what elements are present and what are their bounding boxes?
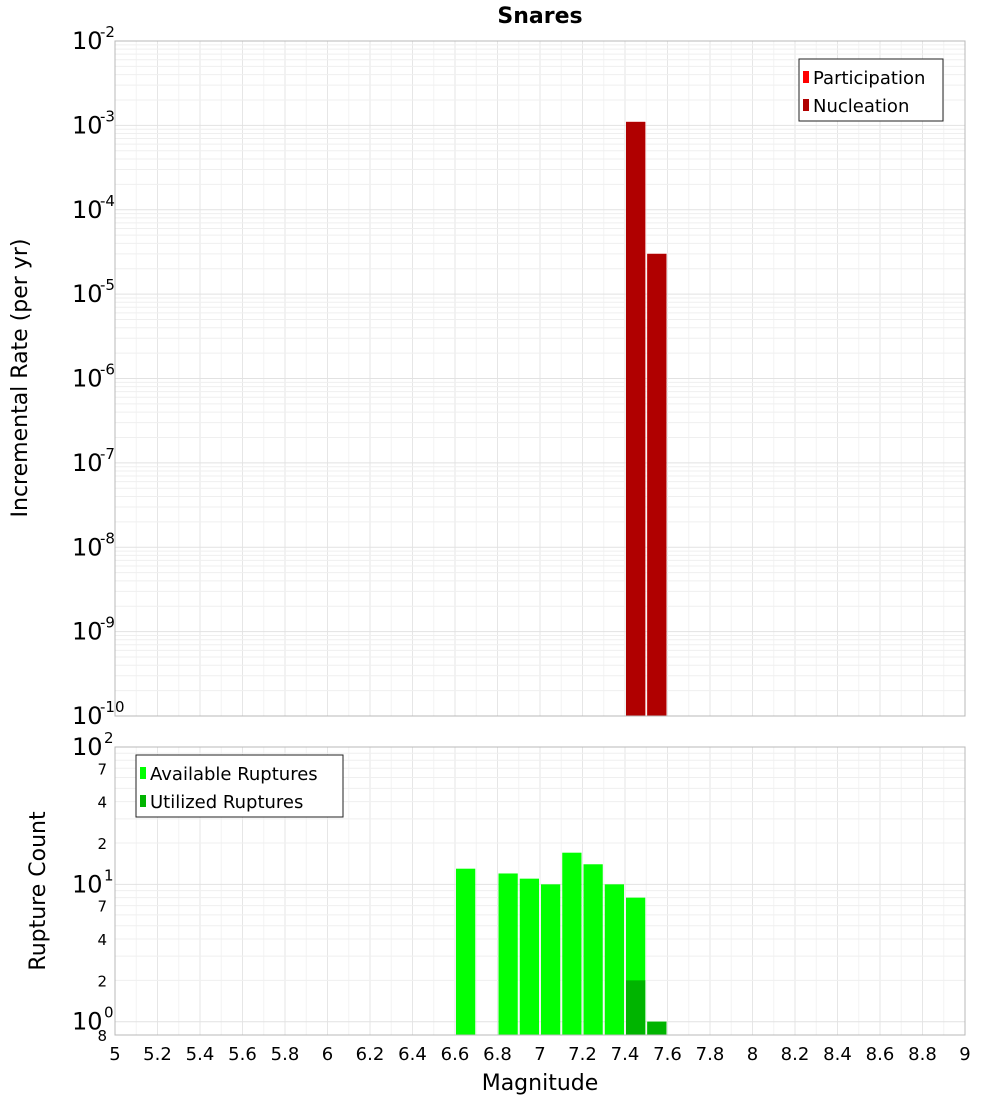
y-tick-label: 10 <box>72 449 103 477</box>
legend-swatch <box>803 99 809 111</box>
chart-title: Snares <box>497 4 582 29</box>
y-tick-exponent: -3 <box>100 107 115 125</box>
x-tick-label: 8 <box>747 1044 758 1065</box>
x-tick-label: 7 <box>534 1044 545 1065</box>
top-plot-bars <box>626 121 667 716</box>
x-tick-labels: 5 5.2 5.4 5.6 5.8 6 6.2 6.4 6.6 6.8 7 7.2 7.4 7.6 7.8 8… <box>109 1044 970 1065</box>
y-tick-label: 10 <box>72 702 103 730</box>
top-plot-frame <box>114 40 966 717</box>
y-tick-exponent: 2 <box>104 729 114 747</box>
y-tick-exponent: 1 <box>104 866 114 884</box>
y-tick-exponent: -2 <box>100 23 115 41</box>
x-tick-label: 8.6 <box>866 1044 895 1065</box>
legend-swatch <box>803 71 809 83</box>
y-tick-exponent: -4 <box>100 192 115 210</box>
y-tick-label: 10 <box>72 196 103 224</box>
legend-entry: Available Ruptures <box>150 764 318 785</box>
y-tick-label: 10 <box>72 280 103 308</box>
top-y-tick-labels: 10-210-310-410-510-610-710-810-910-10 <box>72 23 125 730</box>
legend-entry: Participation <box>813 68 925 89</box>
x-tick-label: 6.2 <box>356 1044 385 1065</box>
x-tick-label: 8.4 <box>823 1044 852 1065</box>
legend-entry: Nucleation <box>813 96 909 117</box>
y-tick-label: 10 <box>72 365 103 393</box>
x-tick-label: 5 <box>109 1044 120 1065</box>
y-tick-exponent: -8 <box>100 529 115 547</box>
x-tick-label: 6.8 <box>483 1044 512 1065</box>
top-y-axis-label: Incremental Rate (per yr) <box>8 239 33 518</box>
bar-available-ruptures <box>604 884 624 1035</box>
plot-frames <box>114 40 966 1036</box>
y-tick-label: 2 <box>97 835 107 853</box>
x-tick-label: 8.8 <box>908 1044 937 1065</box>
bar-available-ruptures <box>498 873 518 1035</box>
y-tick-exponent: -5 <box>100 276 115 294</box>
y-tick-label: 10 <box>72 618 103 646</box>
bottom-y-axis-label: Rupture Count <box>26 811 51 971</box>
y-tick-label: 10 <box>72 533 103 561</box>
x-tick-label: 9 <box>959 1044 970 1065</box>
bar-available-ruptures <box>456 868 476 1035</box>
x-tick-label: 6.6 <box>441 1044 470 1065</box>
x-tick-label: 7.2 <box>568 1044 597 1065</box>
y-tick-label: 8 <box>97 1027 107 1045</box>
x-tick-label: 5.2 <box>143 1044 172 1065</box>
y-tick-label: 10 <box>72 870 103 898</box>
legend-box <box>798 58 944 122</box>
x-axis-label: Magnitude <box>482 1071 599 1096</box>
bar-available-ruptures <box>541 884 561 1035</box>
x-tick-label: 5.8 <box>271 1044 300 1065</box>
y-tick-label: 4 <box>97 794 107 812</box>
bottom-plot-bars <box>456 852 667 1035</box>
y-tick-exponent: -7 <box>100 445 115 463</box>
legend-swatch <box>140 767 146 779</box>
x-tick-label: 7.8 <box>696 1044 725 1065</box>
x-tick-label: 5.6 <box>228 1044 257 1065</box>
y-tick-label: 10 <box>72 1008 103 1036</box>
x-tick-label: 7.4 <box>611 1044 640 1065</box>
x-tick-label: 7.6 <box>653 1044 682 1065</box>
y-tick-label: 2 <box>97 972 107 990</box>
bottom-plot-frame <box>114 746 966 1036</box>
x-tick-label: 5.4 <box>186 1044 215 1065</box>
y-tick-label: 10 <box>72 733 103 761</box>
y-tick-label: 7 <box>97 898 107 916</box>
bar-utilized-ruptures <box>647 1021 667 1035</box>
y-tick-label: 10 <box>72 111 103 139</box>
y-tick-label: 7 <box>97 760 107 778</box>
bar-utilized-ruptures <box>626 980 646 1035</box>
y-tick-label: 10 <box>72 27 103 55</box>
bar-available-ruptures <box>583 864 603 1035</box>
legend-entry: Utilized Ruptures <box>150 792 303 813</box>
legend-box <box>135 754 344 818</box>
y-tick-exponent: -6 <box>100 361 115 379</box>
x-tick-label: 8.2 <box>781 1044 810 1065</box>
y-tick-label: 4 <box>97 931 107 949</box>
bar-nucleation <box>647 253 667 716</box>
legends: Participation Nucleation Available Rupture… <box>135 58 944 818</box>
x-tick-label: 6 <box>322 1044 333 1065</box>
top-plot-grid <box>114 41 966 717</box>
bar-available-ruptures <box>562 852 582 1035</box>
y-tick-exponent: 0 <box>104 1004 114 1022</box>
legend-swatch <box>140 795 146 807</box>
bar-nucleation <box>626 121 646 716</box>
y-tick-exponent: -9 <box>100 614 115 632</box>
x-tick-label: 6.4 <box>398 1044 427 1065</box>
bar-available-ruptures <box>519 878 539 1035</box>
y-tick-exponent: -10 <box>100 698 125 716</box>
